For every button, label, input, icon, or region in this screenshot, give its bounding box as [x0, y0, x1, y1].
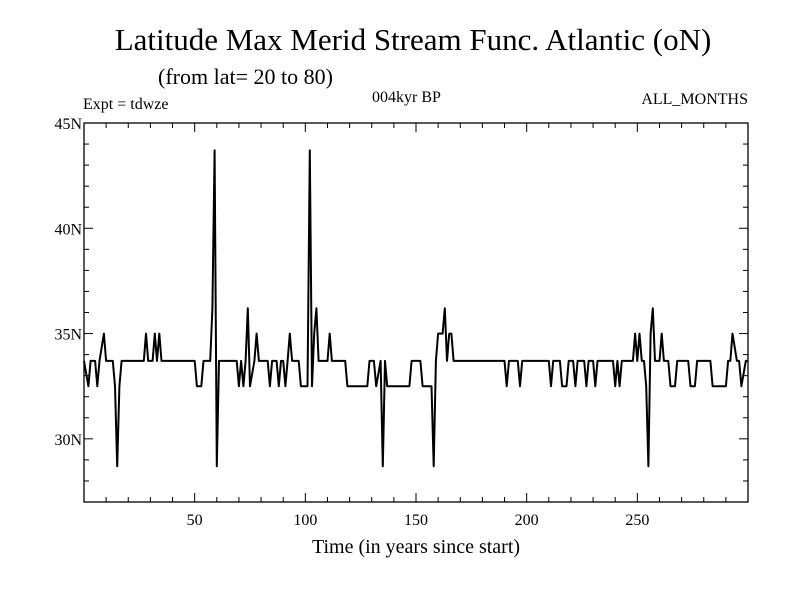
period-label: 004kyr BP	[372, 89, 441, 106]
x-tick-label: 250	[625, 512, 649, 529]
y-tick-label: 35N	[54, 327, 82, 344]
months-label: ALL_MONTHS	[641, 91, 748, 108]
chart-title: Latitude Max Merid Stream Func. Atlantic…	[114, 22, 712, 57]
y-tick-label: 45N	[54, 116, 82, 133]
chart-subtitle: (from lat= 20 to 80)	[158, 64, 333, 89]
x-tick-label: 100	[293, 512, 317, 529]
series-group	[83, 149, 748, 468]
y-tick-label: 40N	[54, 221, 82, 238]
experiment-label: Expt = tdwze	[83, 96, 169, 113]
plot-frame	[83, 122, 749, 503]
x-tick-label: 50	[187, 512, 203, 529]
x-tick-label: 150	[404, 512, 428, 529]
tick-marks	[84, 123, 748, 502]
x-axis-label: Time (in years since start)	[311, 536, 521, 558]
series-line	[83, 149, 748, 468]
y-tick-label: 30N	[54, 432, 82, 449]
x-tick-label: 200	[515, 512, 539, 529]
tick-labels: 50 100 150 200 250 30N 35N 40N 45N	[54, 116, 649, 529]
